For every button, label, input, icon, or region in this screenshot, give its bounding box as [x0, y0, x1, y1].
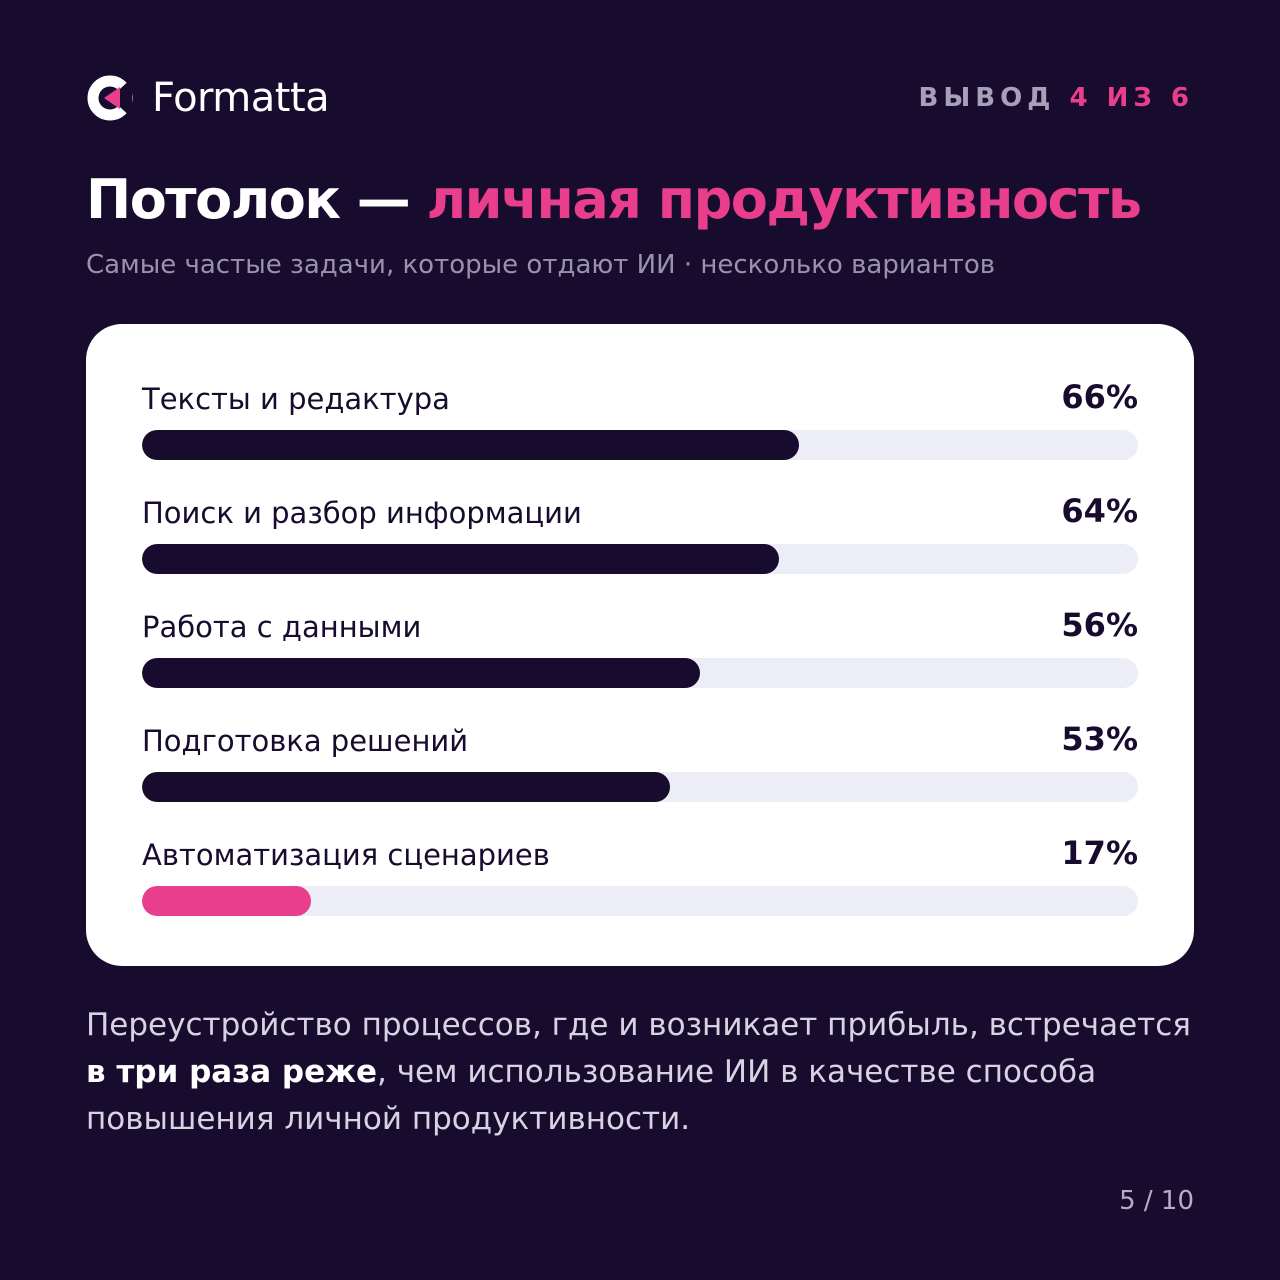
step-total: 6	[1170, 83, 1194, 113]
bar-value-label: 66%	[1061, 378, 1138, 416]
step-indicator: ВЫВОД 4 ИЗ 6	[919, 83, 1194, 113]
brand: Formatta	[86, 74, 330, 122]
footer-bold: в три раза реже	[86, 1054, 378, 1090]
footer-part1: Переустройство процессов, где и возникае…	[86, 1007, 1191, 1043]
page-counter: 5 / 10	[1119, 1186, 1194, 1216]
brand-name: Formatta	[152, 75, 330, 121]
bar-row: Подготовка решений 53%	[142, 720, 1138, 804]
bar-track	[142, 886, 1138, 916]
bar-label: Работа с данными	[142, 610, 422, 644]
footer-part2: , чем использование ИИ в качестве способ…	[86, 1054, 1097, 1137]
formatta-logo-icon	[87, 75, 133, 121]
page-subtitle: Самые частые задачи, которые отдают ИИ ·…	[86, 250, 996, 280]
bar-label: Тексты и редактура	[142, 382, 450, 416]
bar	[142, 544, 779, 574]
bar-track	[142, 658, 1138, 688]
title-main: Потолок —	[86, 168, 427, 231]
bar	[142, 658, 700, 688]
chart-card: Тексты и редактура 66% Поиск и разбор инфо…	[86, 324, 1194, 966]
bar-label: Поиск и разбор информации	[142, 496, 582, 530]
step-current: 4	[1069, 83, 1093, 113]
bar	[142, 772, 670, 802]
page-title: Потолок — личная продуктивность	[86, 168, 1142, 231]
bar-value-label: 56%	[1061, 606, 1138, 644]
step-separator: ИЗ	[1106, 83, 1157, 113]
step-label: ВЫВОД	[918, 83, 1056, 113]
bar-label: Автоматизация сценариев	[142, 838, 550, 872]
bar-row: Автоматизация сценариев 17%	[142, 834, 1138, 918]
bar-value-label: 17%	[1061, 834, 1138, 872]
header: Formatta ВЫВОД 4 ИЗ 6	[86, 72, 1194, 124]
bar-row: Работа с данными 56%	[142, 606, 1138, 690]
bar-label: Подготовка решений	[142, 724, 469, 758]
bar-value-label: 53%	[1061, 720, 1138, 758]
bar-row: Тексты и редактура 66%	[142, 378, 1138, 462]
bar-track	[142, 544, 1138, 574]
bar-track	[142, 430, 1138, 460]
footer-text: Переустройство процессов, где и возникае…	[86, 1002, 1194, 1143]
title-accent: личная продуктивность	[426, 168, 1142, 231]
bar	[142, 430, 799, 460]
bar-value-label: 64%	[1061, 492, 1138, 530]
bar-row: Поиск и разбор информации 64%	[142, 492, 1138, 576]
bar-track	[142, 772, 1138, 802]
bar	[142, 886, 311, 916]
